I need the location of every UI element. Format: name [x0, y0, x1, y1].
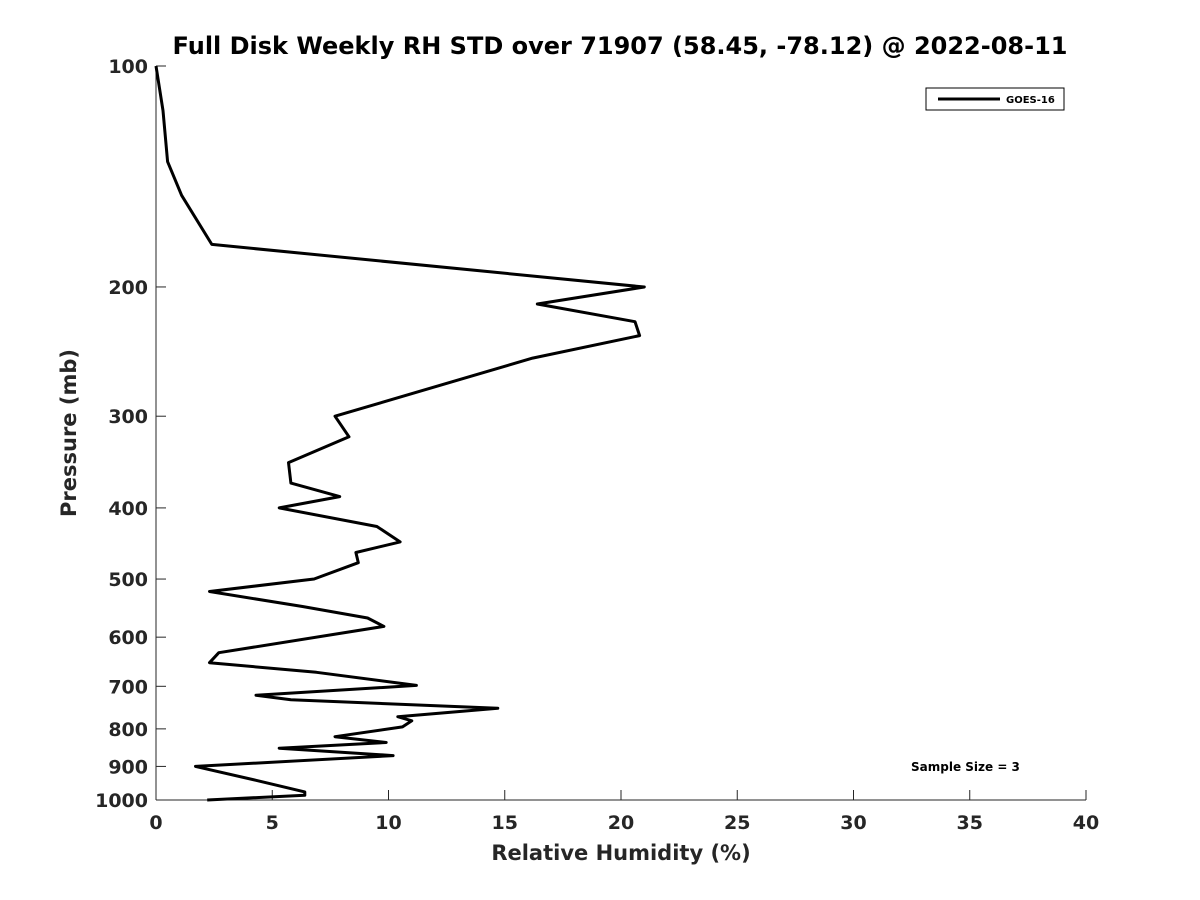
y-tick-label: 900	[108, 756, 148, 778]
y-tick-label: 200	[108, 277, 148, 299]
sample-size-annotation: Sample Size = 3	[911, 760, 1020, 774]
x-tick-label: 20	[608, 812, 634, 834]
y-tick-label: 300	[108, 406, 148, 428]
x-tick-label: 25	[724, 812, 750, 834]
legend-label-goes-16: GOES-16	[1006, 95, 1055, 106]
x-tick-label: 10	[375, 812, 401, 834]
legend: GOES-16	[925, 87, 1065, 111]
y-axis-label: Pressure (mb)	[57, 349, 81, 517]
y-tick-label: 100	[108, 56, 148, 78]
x-ticks: 0 5 10 15 20 25 30 35 40	[149, 790, 1099, 834]
y-tick-label: 1000	[95, 790, 148, 812]
y-tick-label: 500	[108, 569, 148, 591]
x-tick-label: 5	[266, 812, 279, 834]
x-tick-label: 15	[492, 812, 518, 834]
x-tick-label: 30	[840, 812, 866, 834]
y-tick-label: 400	[108, 498, 148, 520]
y-tick-label: 600	[108, 627, 148, 649]
x-tick-label: 0	[149, 812, 162, 834]
series-line-goes-16	[154, 65, 646, 802]
series-layer	[154, 65, 646, 802]
chart-title: Full Disk Weekly RH STD over 71907 (58.4…	[173, 32, 1068, 60]
x-tick-label: 40	[1073, 812, 1099, 834]
y-ticks: 100 200 300 400 500 600 700 800 900 1000	[95, 56, 166, 812]
y-tick-label: 700	[108, 676, 148, 698]
y-tick-label: 800	[108, 719, 148, 741]
x-axis-label: Relative Humidity (%)	[491, 841, 750, 865]
x-tick-label: 35	[957, 812, 983, 834]
